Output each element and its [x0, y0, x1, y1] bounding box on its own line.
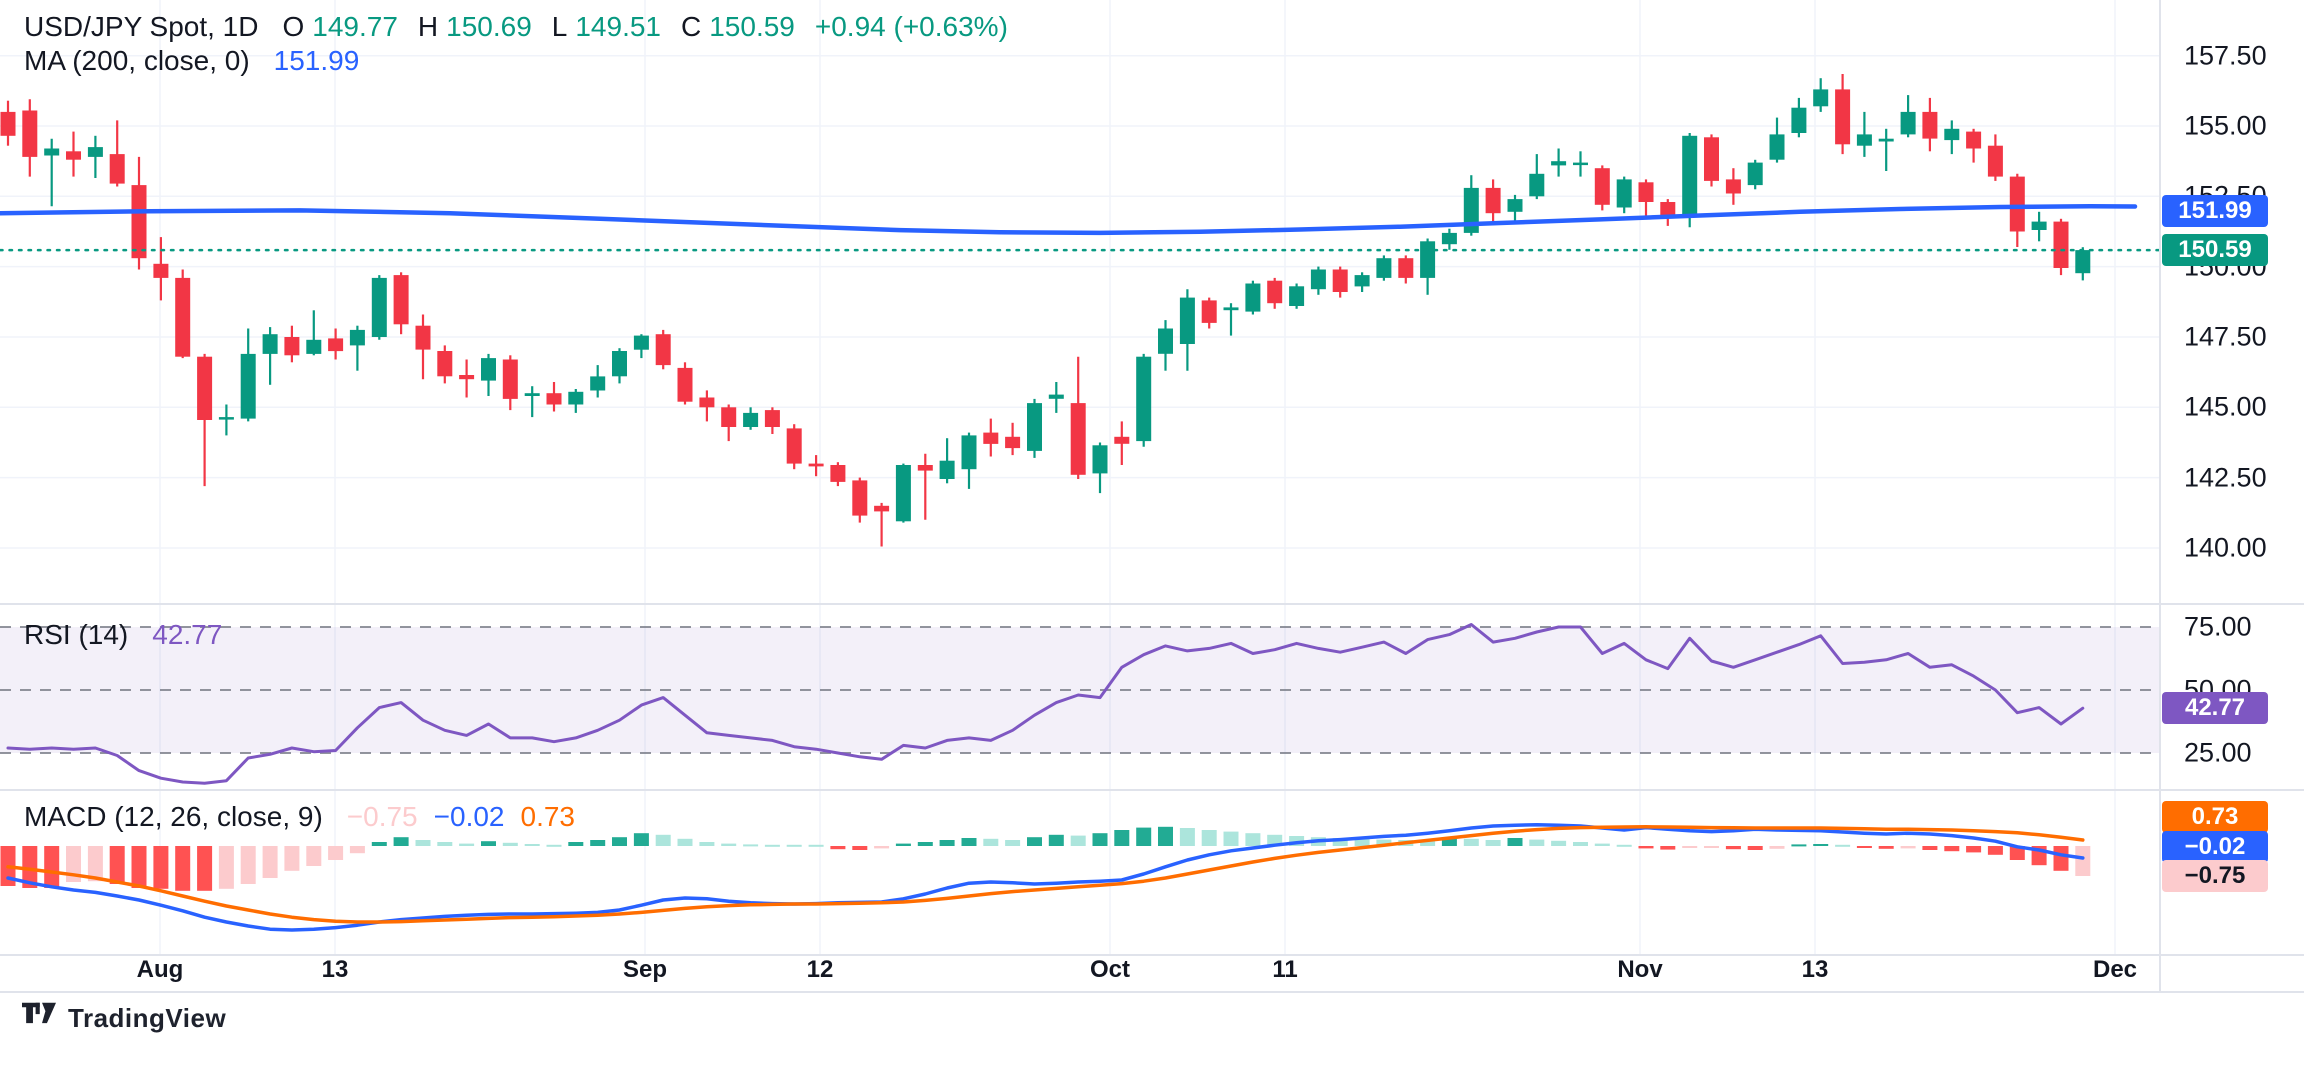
time-tick-label: Nov [1617, 956, 1663, 983]
time-tick-label: Sep [622, 956, 668, 983]
time-tick-label: Oct [1089, 956, 1131, 983]
time-tick-label: 11 [1272, 956, 1298, 983]
last-price-badge: 150.59 [2162, 234, 2268, 267]
low-label: L [551, 11, 568, 42]
high-value: 150.69 [446, 11, 532, 42]
main-series-legend[interactable]: USD/JPY Spot, 1D O 149.77 H 150.69 L 149.51… [24, 10, 1008, 78]
macd-value: −0.02 [433, 801, 505, 832]
time-tick-label: 13 [1801, 956, 1829, 983]
close-value: 150.59 [709, 11, 795, 42]
rsi-tick-label: 75.00 [2184, 611, 2252, 642]
low-value: 149.51 [575, 11, 661, 42]
macd-signal-badge: 0.73 [2162, 800, 2268, 833]
macd-hist-badge: −0.75 [2162, 860, 2268, 892]
rsi-value-badge: 42.77 [2162, 692, 2268, 725]
rsi-legend[interactable]: RSI (14) 42.77 [24, 618, 222, 652]
open-value: 149.77 [312, 11, 398, 42]
tradingview-logotype: TradingView [68, 1003, 227, 1033]
open-label: O [282, 11, 305, 42]
ma-value-badge: 151.99 [2162, 194, 2268, 227]
price-tick-label: 140.00 [2184, 532, 2267, 563]
ma-legend-row[interactable]: MA (200, close, 0) 151.99 [24, 44, 359, 78]
close-label: C [681, 11, 702, 42]
tradingview-attribution[interactable]: TradingView [22, 1002, 226, 1035]
time-tick-label: 12 [806, 956, 834, 983]
symbol-title[interactable]: USD/JPY Spot, 1D [24, 11, 259, 42]
time-tick-label: Aug [136, 956, 184, 983]
rsi-value: 42.77 [152, 619, 223, 650]
price-tick-label: 157.50 [2184, 40, 2267, 71]
ohlc-readout-row: USD/JPY Spot, 1D O 149.77 H 150.69 L 149.51… [24, 10, 1008, 44]
rsi-label: RSI (14) [24, 619, 129, 650]
ma-value: 151.99 [273, 45, 360, 76]
time-tick-label: 13 [321, 956, 349, 983]
macd-legend[interactable]: MACD (12, 26, close, 9) −0.75 −0.02 0.73 [24, 800, 575, 834]
change-value: +0.94 (+0.63%) [814, 11, 1008, 42]
high-label: H [417, 11, 439, 42]
price-tick-label: 145.00 [2184, 391, 2267, 422]
macd-signal-value: 0.73 [520, 801, 576, 832]
macd-hist-value: −0.75 [346, 801, 418, 832]
time-tick-label: Dec [2092, 956, 2138, 983]
rsi-tick-label: 25.00 [2184, 737, 2252, 768]
price-tick-label: 155.00 [2184, 110, 2267, 141]
price-tick-label: 142.50 [2184, 462, 2267, 493]
ma-label: MA (200, close, 0) [24, 45, 250, 76]
macd-label: MACD (12, 26, close, 9) [24, 801, 323, 832]
price-tick-label: 147.50 [2184, 321, 2267, 352]
macd-value-badge: −0.02 [2162, 830, 2268, 863]
tradingview-logo-icon [22, 1002, 56, 1035]
